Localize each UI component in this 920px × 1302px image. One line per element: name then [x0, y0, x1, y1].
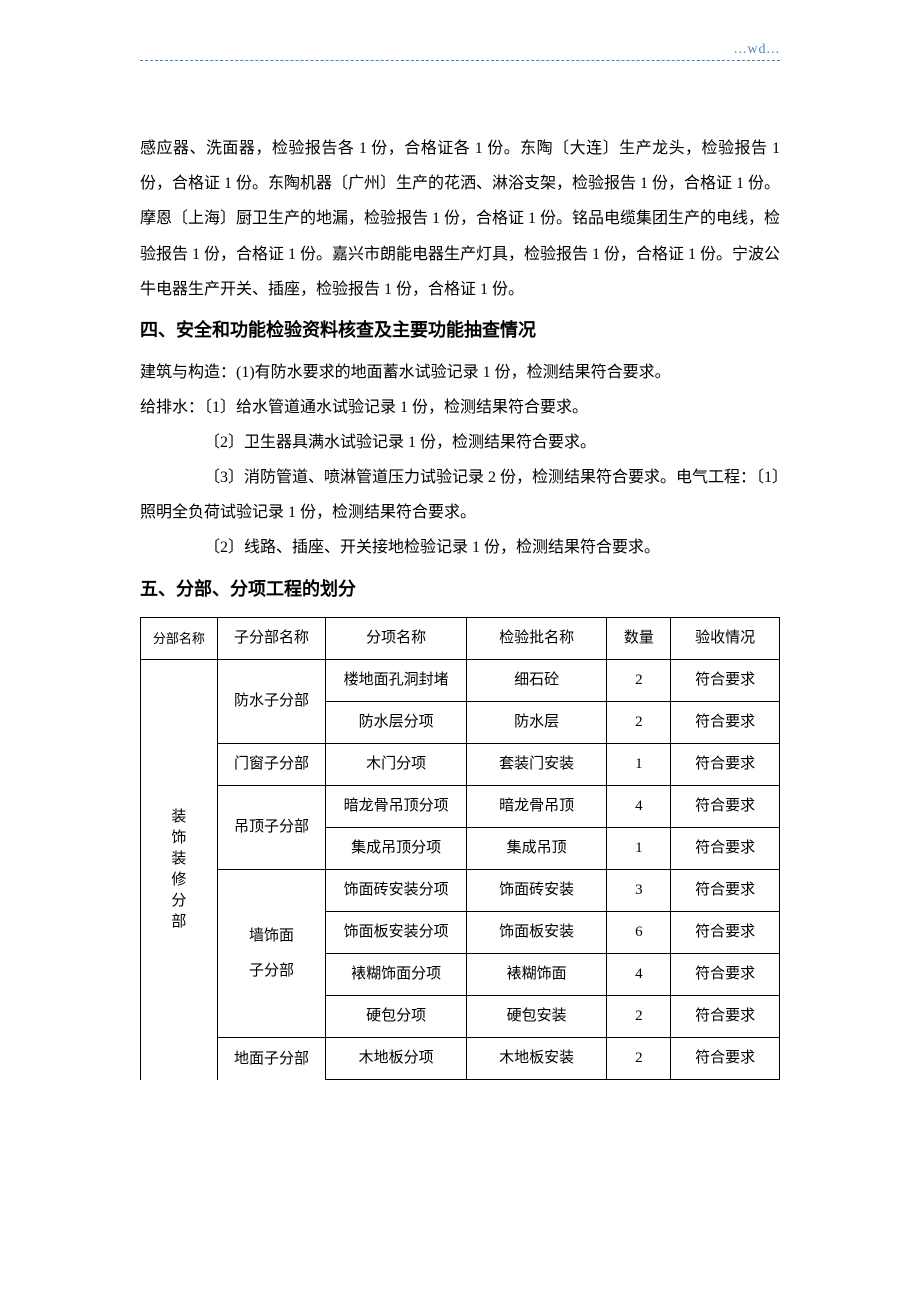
cell-batch: 裱糊饰面: [466, 954, 607, 996]
cell-qty: 3: [607, 870, 671, 912]
cell-batch: 防水层: [466, 702, 607, 744]
cell-result: 符合要求: [671, 912, 780, 954]
cell-item: 暗龙骨吊顶分项: [326, 786, 467, 828]
paragraph-materials: 感应器、洗面器，检验报告各 1 份，合格证各 1 份。东陶〔大连〕生产龙头，检验…: [140, 131, 780, 307]
cell-result: 符合要求: [671, 1038, 780, 1080]
cell-item: 楼地面孔洞封堵: [326, 660, 467, 702]
cell-sub: 墙饰面 子分部: [217, 870, 326, 1038]
cell-batch: 细石砼: [466, 660, 607, 702]
th-item: 分项名称: [326, 618, 467, 660]
th-batch: 检验批名称: [466, 618, 607, 660]
vchar: 装: [141, 849, 217, 870]
table-row: 墙饰面 子分部 饰面砖安装分项 饰面砖安装 3 符合要求: [141, 870, 780, 912]
cell-item: 木门分项: [326, 744, 467, 786]
cell-result: 符合要求: [671, 996, 780, 1038]
page-header-line: ...wd...: [140, 40, 780, 61]
cell-qty: 6: [607, 912, 671, 954]
cell-result: 符合要求: [671, 786, 780, 828]
para-building: 建筑与构造：(1)有防水要求的地面蓄水试验记录 1 份，检测结果符合要求。: [140, 355, 780, 390]
th-section: 分部名称: [141, 618, 218, 660]
cell-item: 硬包分项: [326, 996, 467, 1038]
para-water-2: 〔2〕卫生器具满水试验记录 1 份，检测结果符合要求。: [140, 425, 780, 460]
cell-batch: 集成吊顶: [466, 828, 607, 870]
th-qty: 数量: [607, 618, 671, 660]
cell-sub: 地面子分部: [217, 1038, 326, 1080]
table-row: 门窗子分部 木门分项 套装门安装 1 符合要求: [141, 744, 780, 786]
cell-qty: 2: [607, 996, 671, 1038]
cell-result: 符合要求: [671, 870, 780, 912]
cell-qty: 1: [607, 828, 671, 870]
cell-item: 裱糊饰面分项: [326, 954, 467, 996]
vchar: 分: [141, 891, 217, 912]
sub-line2: 子分部: [222, 961, 322, 982]
cell-batch: 木地板安装: [466, 1038, 607, 1080]
cell-section-vertical: 装 饰 装 修 分 部: [141, 660, 218, 1080]
cell-qty: 1: [607, 744, 671, 786]
cell-qty: 2: [607, 1038, 671, 1080]
cell-batch: 套装门安装: [466, 744, 607, 786]
para-elec-2: 〔2〕线路、插座、开关接地检验记录 1 份，检测结果符合要求。: [140, 530, 780, 565]
cell-batch: 硬包安装: [466, 996, 607, 1038]
cell-qty: 4: [607, 786, 671, 828]
cell-result: 符合要求: [671, 660, 780, 702]
table-row: 吊顶子分部 暗龙骨吊顶分项 暗龙骨吊顶 4 符合要求: [141, 786, 780, 828]
table-header-row: 分部名称 子分部名称 分项名称 检验批名称 数量 验收情况: [141, 618, 780, 660]
cell-batch: 饰面板安装: [466, 912, 607, 954]
cell-sub: 吊顶子分部: [217, 786, 326, 870]
page: ...wd... 感应器、洗面器，检验报告各 1 份，合格证各 1 份。东陶〔大…: [0, 0, 920, 1140]
table-row: 地面子分部 木地板分项 木地板安装 2 符合要求: [141, 1038, 780, 1080]
cell-batch: 饰面砖安装: [466, 870, 607, 912]
th-subsection: 子分部名称: [217, 618, 326, 660]
cell-result: 符合要求: [671, 828, 780, 870]
para-water-1: 给排水：〔1〕给水管道通水试验记录 1 份，检测结果符合要求。: [140, 390, 780, 425]
vchar: 饰: [141, 828, 217, 849]
th-result: 验收情况: [671, 618, 780, 660]
cell-batch: 暗龙骨吊顶: [466, 786, 607, 828]
table-head: 分部名称 子分部名称 分项名称 检验批名称 数量 验收情况: [141, 618, 780, 660]
para-water-3: 〔3〕消防管道、喷淋管道压力试验记录 2 份，检测结果符合要求。电气工程：〔1〕…: [140, 460, 780, 530]
heading-section-5: 五、分部、分项工程的划分: [140, 570, 780, 610]
heading-section-4: 四、安全和功能检验资料核查及主要功能抽查情况: [140, 311, 780, 351]
sub-line1: 墙饰面: [222, 926, 322, 947]
cell-item: 集成吊顶分项: [326, 828, 467, 870]
cell-item: 饰面板安装分项: [326, 912, 467, 954]
page-content: 感应器、洗面器，检验报告各 1 份，合格证各 1 份。东陶〔大连〕生产龙头，检验…: [140, 131, 780, 1080]
vchar: 部: [141, 912, 217, 933]
cell-sub: 门窗子分部: [217, 744, 326, 786]
cell-result: 符合要求: [671, 954, 780, 996]
cell-item: 饰面砖安装分项: [326, 870, 467, 912]
cell-item: 防水层分项: [326, 702, 467, 744]
table-body: 装 饰 装 修 分 部 防水子分部 楼地面孔洞封堵 细石砼 2 符合要求 防水层…: [141, 660, 780, 1080]
vchar: 修: [141, 870, 217, 891]
cell-sub: 防水子分部: [217, 660, 326, 744]
table-row: 装 饰 装 修 分 部 防水子分部 楼地面孔洞封堵 细石砼 2 符合要求: [141, 660, 780, 702]
header-label: ...wd...: [734, 42, 780, 57]
division-table: 分部名称 子分部名称 分项名称 检验批名称 数量 验收情况 装 饰 装 修: [140, 617, 780, 1080]
cell-qty: 2: [607, 702, 671, 744]
vchar: 装: [141, 807, 217, 828]
cell-item: 木地板分项: [326, 1038, 467, 1080]
cell-qty: 4: [607, 954, 671, 996]
cell-qty: 2: [607, 660, 671, 702]
cell-result: 符合要求: [671, 744, 780, 786]
cell-result: 符合要求: [671, 702, 780, 744]
